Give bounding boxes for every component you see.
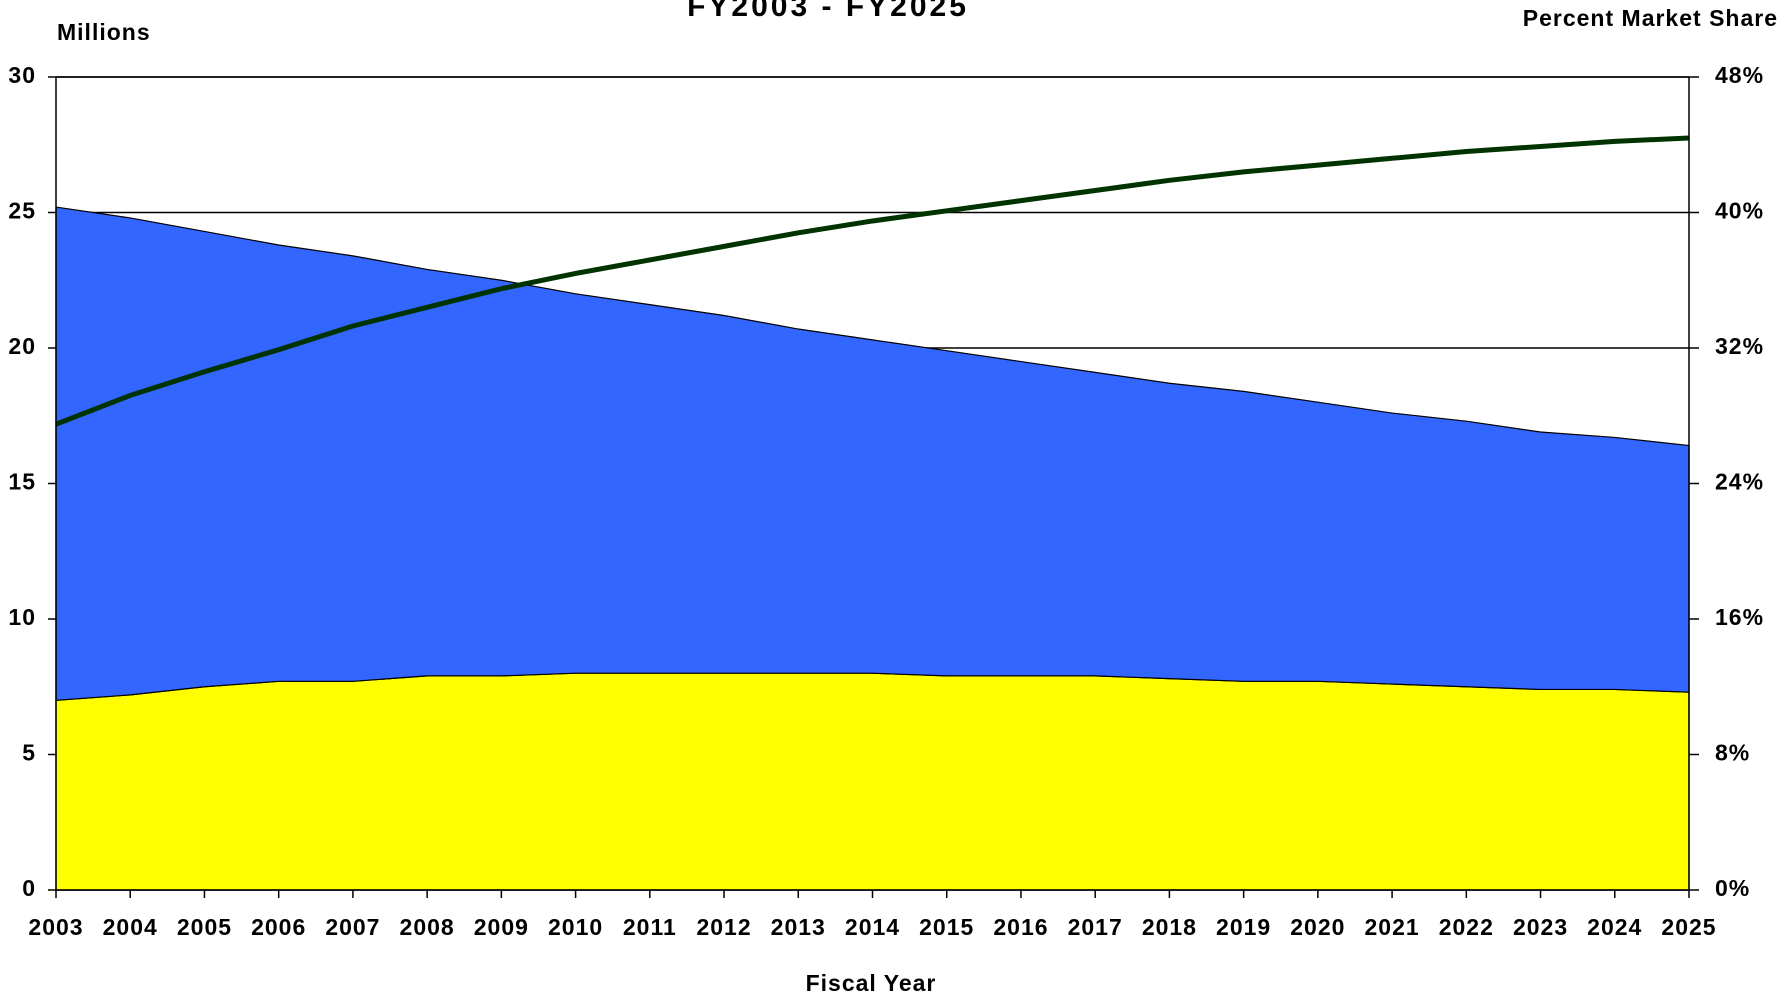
x-tick-label: 2017: [1068, 914, 1123, 940]
x-tick-label: 2005: [177, 914, 232, 940]
y2-tick-label: 8%: [1715, 740, 1750, 766]
x-tick-label: 2008: [400, 914, 455, 940]
x-tick-label: 2006: [251, 914, 306, 940]
area: [55, 672, 1690, 891]
x-tick-label: 2025: [1661, 914, 1716, 940]
x-axis-label: Fiscal Year: [806, 970, 937, 996]
y2-tick-label: 48%: [1715, 62, 1764, 88]
y-axis-label: Millions: [57, 19, 151, 45]
x-tick-label: 2011: [623, 914, 677, 940]
y-tick-label: 20: [8, 333, 36, 359]
x-tick-label: 2023: [1513, 914, 1568, 940]
x-tick-label: 2015: [919, 914, 974, 940]
y-tick-label: 10: [8, 604, 36, 630]
x-tick-label: 2004: [103, 914, 158, 940]
x-tick-label: 2022: [1439, 914, 1494, 940]
y2-tick-label: 32%: [1715, 333, 1764, 359]
x-tick-label: 2003: [28, 914, 83, 940]
x-tick-label: 2018: [1142, 914, 1197, 940]
chart-title: FY2003 - FY2025: [687, 0, 969, 23]
y2-tick-label: 0%: [1715, 875, 1750, 901]
x-tick-label: 2016: [993, 914, 1048, 940]
line: [55, 135, 1690, 427]
x-tick-label: 2010: [548, 914, 603, 940]
x-tick-label: 2021: [1365, 914, 1420, 940]
y2-tick-label: 24%: [1715, 469, 1764, 495]
area: [55, 206, 1690, 701]
y-tick-label: 25: [8, 198, 36, 224]
y-tick-label: 5: [22, 740, 36, 766]
y2-axis-label: Percent Market Share: [1523, 5, 1778, 31]
y-tick-label: 15: [8, 469, 36, 495]
x-tick-label: 2013: [771, 914, 826, 940]
x-tick-label: 2012: [696, 914, 751, 940]
x-tick-label: 2019: [1216, 914, 1271, 940]
y2-tick-label: 16%: [1715, 604, 1764, 630]
y-tick-label: 30: [8, 62, 36, 88]
y2-tick-label: 40%: [1715, 198, 1764, 224]
x-tick-label: 2007: [325, 914, 380, 940]
x-tick-label: 2009: [474, 914, 529, 940]
x-tick-label: 2024: [1587, 914, 1642, 940]
x-tick-label: 2020: [1290, 914, 1345, 940]
x-tick-label: 2014: [845, 914, 900, 940]
y-tick-label: 0: [22, 875, 36, 901]
